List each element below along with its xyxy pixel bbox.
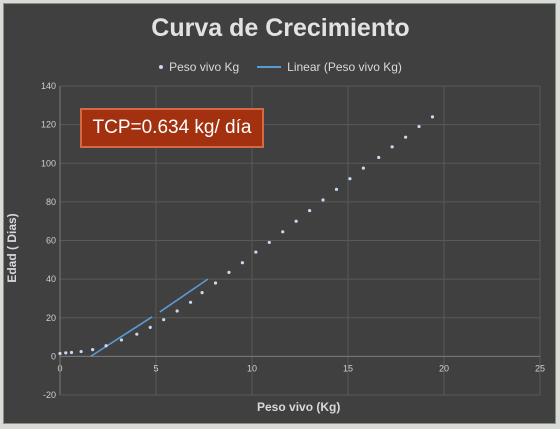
legend-label-trendline: Linear (Peso vivo Kg)	[287, 60, 402, 74]
data-point	[200, 291, 204, 295]
data-point	[254, 250, 258, 254]
data-point	[417, 124, 421, 129]
data-point	[162, 318, 166, 322]
data-point	[79, 349, 83, 354]
chart-legend: Peso vivo Kg Linear (Peso vivo Kg)	[4, 60, 557, 74]
y-tick-label: 20	[46, 313, 56, 323]
data-point	[430, 115, 435, 119]
data-point	[175, 309, 179, 313]
data-point	[334, 187, 339, 191]
data-point	[281, 230, 285, 234]
x-tick-label: 20	[439, 363, 449, 373]
data-point	[64, 351, 68, 355]
data-point	[213, 281, 218, 285]
legend-line-marker	[257, 66, 282, 68]
legend-point-marker	[159, 65, 164, 69]
data-point	[308, 208, 312, 213]
data-point	[58, 351, 62, 356]
data-point	[69, 350, 74, 355]
data-point	[390, 145, 394, 149]
data-point	[240, 261, 244, 265]
y-tick-label: -20	[43, 390, 56, 400]
data-point	[135, 332, 139, 336]
y-tick-label: 100	[41, 158, 56, 168]
trendline-segment	[159, 278, 209, 313]
data-point	[377, 155, 381, 160]
data-point	[361, 166, 365, 170]
data-point	[104, 344, 108, 348]
y-tick-label: 60	[46, 236, 56, 246]
data-point	[321, 198, 325, 202]
data-point	[119, 338, 124, 342]
data-point	[148, 325, 152, 330]
legend-item-trendline: Linear (Peso vivo Kg)	[257, 60, 402, 74]
data-point	[188, 300, 193, 304]
y-tick-label: 0	[51, 351, 56, 361]
legend-label-points: Peso vivo Kg	[169, 60, 240, 74]
data-point	[267, 240, 271, 245]
tcp-annotation: TCP=0.634 kg/ día	[80, 108, 264, 148]
x-tick-label: 15	[343, 363, 353, 373]
data-point	[227, 270, 231, 274]
x-tick-label: 5	[153, 363, 158, 373]
x-tick-label: 10	[247, 363, 257, 373]
x-tick-label: 25	[535, 363, 545, 373]
legend-item-points: Peso vivo Kg	[159, 60, 239, 74]
y-tick-label: 80	[46, 197, 56, 207]
y-axis-label: Edad ( Dias)	[5, 213, 19, 283]
y-tick-label: 140	[41, 81, 56, 91]
y-tick-label: 40	[46, 274, 56, 284]
trendline-segment	[90, 316, 153, 358]
x-axis-label: Peso vivo (Kg)	[257, 400, 341, 414]
data-point	[404, 135, 408, 139]
y-tick-label: 120	[41, 120, 56, 130]
data-point	[91, 348, 95, 352]
data-point	[348, 177, 352, 181]
chart-title: Curva de Crecimiento	[151, 14, 410, 42]
data-point	[294, 219, 298, 223]
